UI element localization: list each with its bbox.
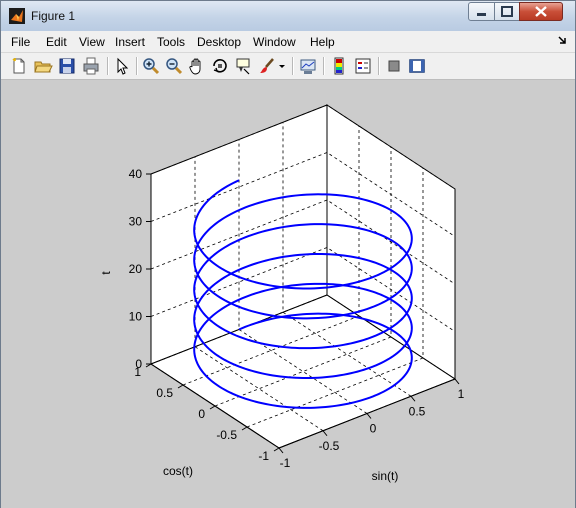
z-tick-label: 40 — [129, 167, 143, 181]
toolbar-separator — [292, 57, 294, 75]
z-axis-label: t — [99, 271, 113, 275]
x-tick-mark — [322, 430, 328, 437]
menu-desktop[interactable]: Desktop — [197, 35, 242, 49]
brush-dropdown-arrow-icon[interactable] — [277, 56, 287, 76]
x-tick-label: 0.5 — [409, 404, 426, 418]
y-tick-label: 0.5 — [156, 386, 173, 400]
x-tick-mark — [278, 447, 284, 454]
menu-insert[interactable]: Insert — [115, 35, 146, 49]
minimize-icon — [477, 13, 486, 16]
window-title: Figure 1 — [31, 9, 76, 23]
close-icon — [535, 6, 547, 17]
z-tick-label: 0 — [135, 357, 142, 371]
legend-icon[interactable] — [353, 56, 373, 76]
x-tick-mark — [366, 413, 372, 419]
y-tick-label: 1 — [134, 365, 141, 379]
y-tick-label: -1 — [258, 449, 269, 463]
brush-icon[interactable] — [257, 56, 277, 76]
menu-file[interactable]: File — [11, 35, 31, 49]
menu-help[interactable]: Help — [310, 35, 335, 49]
helix-curve — [193, 179, 413, 409]
title-bar[interactable]: Figure 1 — [1, 1, 575, 32]
z-tick-label: 10 — [129, 310, 143, 324]
x-tick-label: 1 — [458, 387, 465, 401]
maximize-button[interactable] — [494, 2, 520, 21]
print-icon[interactable] — [81, 56, 101, 76]
show-plot-tools-icon[interactable] — [407, 56, 427, 76]
y-tick-mark — [177, 384, 184, 389]
minimize-button[interactable] — [468, 2, 495, 21]
x-tick-mark — [454, 378, 460, 385]
toolbar-separator — [378, 57, 380, 75]
data-cursor-icon[interactable] — [233, 56, 253, 76]
maximize-icon — [501, 6, 513, 17]
figure-toolbar — [1, 53, 575, 80]
colorbar-icon[interactable] — [329, 56, 349, 76]
menu-tools[interactable]: Tools — [157, 35, 186, 49]
z-tick-label: 20 — [129, 262, 143, 276]
x-axis-label: sin(t) — [372, 469, 399, 483]
pan-hand-icon[interactable] — [187, 56, 207, 76]
z-tick-label: 30 — [129, 215, 143, 229]
menu-edit[interactable]: Edit — [46, 35, 67, 49]
x-tick-label: -1 — [280, 456, 291, 470]
open-file-icon[interactable] — [33, 56, 53, 76]
link-plot-icon[interactable] — [298, 56, 318, 76]
select-arrow-icon[interactable] — [112, 56, 132, 76]
toolbar-separator — [323, 57, 325, 75]
zoom-in-icon[interactable] — [141, 56, 161, 76]
x-tick-label: 0 — [370, 422, 377, 436]
menu-view[interactable]: View — [79, 35, 105, 49]
y-tick-label: -0.5 — [216, 428, 237, 442]
new-figure-icon[interactable] — [9, 56, 29, 76]
y-tick-mark — [273, 447, 280, 452]
toolbar-separator — [107, 57, 109, 75]
save-icon[interactable] — [57, 56, 77, 76]
helix-plot[interactable]: -1-0.500.51-1-0.500.51010203040sin(t)cos… — [1, 80, 575, 508]
hide-plot-tools-icon[interactable] — [384, 56, 404, 76]
menu-window[interactable]: Window — [253, 35, 296, 49]
close-button[interactable] — [519, 2, 563, 21]
toolbar-separator — [136, 57, 138, 75]
zoom-out-icon[interactable] — [164, 56, 184, 76]
dock-arrow-icon[interactable] — [557, 35, 567, 47]
y-axis-label: cos(t) — [163, 464, 193, 478]
matlab-logo-icon — [9, 8, 25, 24]
x-tick-mark — [410, 395, 416, 402]
x-tick-label: -0.5 — [319, 439, 340, 453]
y-tick-mark — [209, 405, 216, 410]
figure-canvas[interactable]: -1 -0.5 0 0.5 1 -1 -0.5 0 0.5 1 0 10 20 30 40 sin(t) cos… — [1, 80, 575, 508]
y-tick-label: 0 — [198, 407, 205, 421]
y-tick-mark — [241, 426, 248, 431]
rotate-3d-icon[interactable] — [210, 56, 230, 76]
menu-bar: File Edit View Insert Tools Desktop Wind… — [1, 31, 575, 53]
